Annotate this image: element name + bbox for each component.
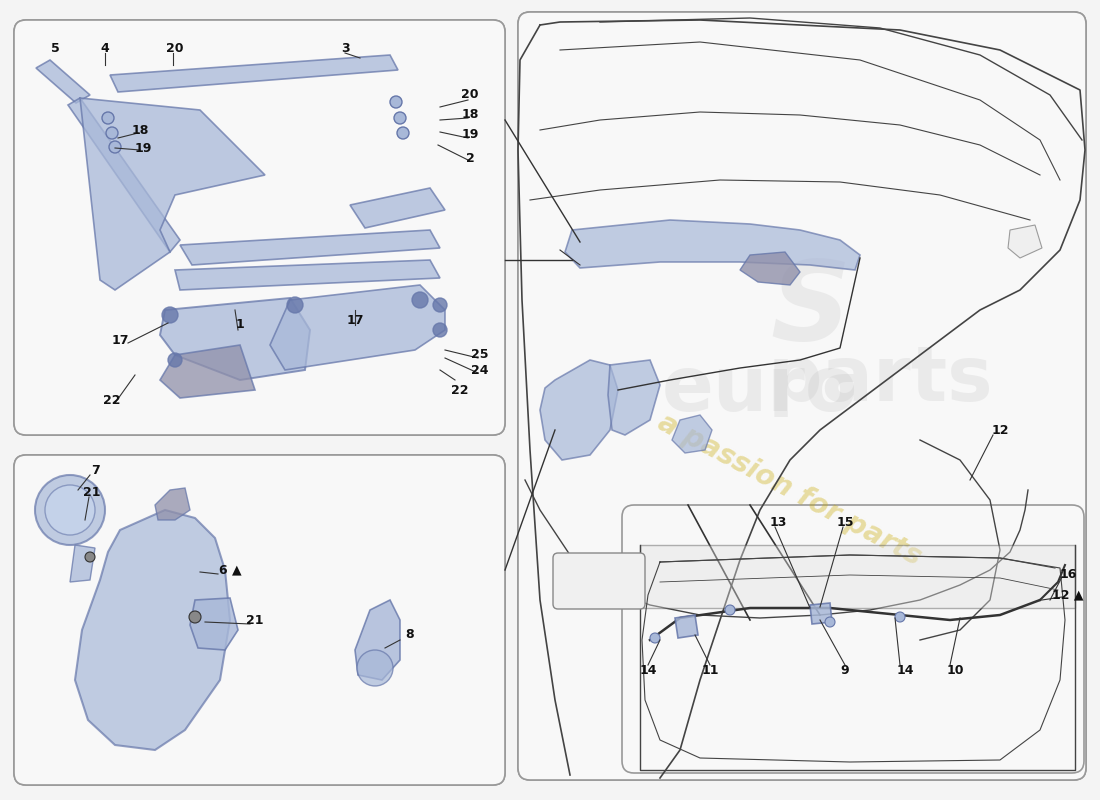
Text: 2: 2: [465, 151, 474, 165]
Circle shape: [168, 353, 182, 367]
Text: 6 ▲: 6 ▲: [219, 563, 241, 577]
Text: parts: parts: [767, 343, 993, 417]
Circle shape: [189, 611, 201, 623]
Text: 20: 20: [461, 89, 478, 102]
Text: 9: 9: [840, 663, 849, 677]
Text: euro: euro: [662, 353, 858, 427]
Polygon shape: [355, 600, 400, 680]
Circle shape: [825, 617, 835, 627]
Text: 1: 1: [235, 318, 244, 331]
Text: 18: 18: [131, 123, 149, 137]
Circle shape: [109, 141, 121, 153]
Text: ▲ = 23: ▲ = 23: [573, 575, 625, 589]
FancyBboxPatch shape: [518, 12, 1086, 780]
Circle shape: [358, 650, 393, 686]
Circle shape: [35, 475, 104, 545]
Text: 21: 21: [246, 614, 264, 626]
Circle shape: [895, 612, 905, 622]
Text: 19: 19: [134, 142, 152, 154]
Text: 4: 4: [100, 42, 109, 54]
Text: 24: 24: [471, 363, 488, 377]
Circle shape: [102, 112, 114, 124]
Polygon shape: [740, 252, 800, 285]
Text: 3: 3: [341, 42, 350, 54]
Circle shape: [287, 297, 303, 313]
Circle shape: [725, 605, 735, 615]
Polygon shape: [180, 230, 440, 265]
Circle shape: [433, 323, 447, 337]
Text: a passion for parts: a passion for parts: [653, 409, 926, 571]
Polygon shape: [270, 285, 446, 370]
Text: 12: 12: [991, 423, 1009, 437]
Text: 19: 19: [461, 129, 478, 142]
Circle shape: [390, 96, 402, 108]
Text: 22: 22: [451, 383, 469, 397]
Polygon shape: [672, 415, 712, 453]
Text: 12 ▲: 12 ▲: [1053, 589, 1084, 602]
Polygon shape: [175, 260, 440, 290]
Text: 10: 10: [946, 663, 964, 677]
FancyBboxPatch shape: [14, 20, 505, 435]
Polygon shape: [160, 298, 310, 380]
Text: 22: 22: [103, 394, 121, 406]
Circle shape: [45, 485, 95, 535]
Circle shape: [106, 127, 118, 139]
Circle shape: [85, 552, 95, 562]
Polygon shape: [608, 360, 660, 435]
Polygon shape: [675, 615, 698, 638]
Text: 8: 8: [406, 629, 415, 642]
Text: 5: 5: [51, 42, 59, 54]
Text: 14: 14: [639, 663, 657, 677]
Circle shape: [397, 127, 409, 139]
FancyBboxPatch shape: [14, 455, 505, 785]
Text: 20: 20: [166, 42, 184, 54]
Text: 17: 17: [111, 334, 129, 346]
Polygon shape: [190, 598, 238, 650]
Circle shape: [412, 292, 428, 308]
Text: 16: 16: [1059, 569, 1077, 582]
Text: 25: 25: [471, 349, 488, 362]
Polygon shape: [80, 98, 265, 290]
FancyBboxPatch shape: [14, 455, 505, 785]
Polygon shape: [540, 360, 618, 460]
Polygon shape: [160, 345, 255, 398]
Text: 14: 14: [896, 663, 914, 677]
Polygon shape: [155, 488, 190, 520]
Circle shape: [433, 298, 447, 312]
Text: 15: 15: [836, 515, 854, 529]
Text: 18: 18: [461, 109, 478, 122]
Text: 13: 13: [769, 515, 786, 529]
Polygon shape: [75, 510, 230, 750]
Text: 21: 21: [84, 486, 101, 498]
Circle shape: [394, 112, 406, 124]
Text: 17: 17: [346, 314, 364, 326]
Circle shape: [162, 307, 178, 323]
Text: S: S: [770, 257, 850, 363]
Polygon shape: [565, 220, 860, 270]
Polygon shape: [36, 60, 90, 103]
Polygon shape: [68, 98, 180, 252]
Polygon shape: [70, 545, 95, 582]
FancyBboxPatch shape: [553, 553, 645, 609]
Polygon shape: [1008, 225, 1042, 258]
FancyBboxPatch shape: [621, 505, 1084, 773]
Text: 7: 7: [90, 463, 99, 477]
Polygon shape: [110, 55, 398, 92]
Polygon shape: [350, 188, 446, 228]
Text: 11: 11: [702, 663, 718, 677]
FancyBboxPatch shape: [621, 505, 1084, 773]
Polygon shape: [810, 603, 832, 624]
Polygon shape: [640, 545, 1075, 608]
FancyBboxPatch shape: [14, 20, 505, 435]
Circle shape: [650, 633, 660, 643]
FancyBboxPatch shape: [518, 12, 1086, 780]
